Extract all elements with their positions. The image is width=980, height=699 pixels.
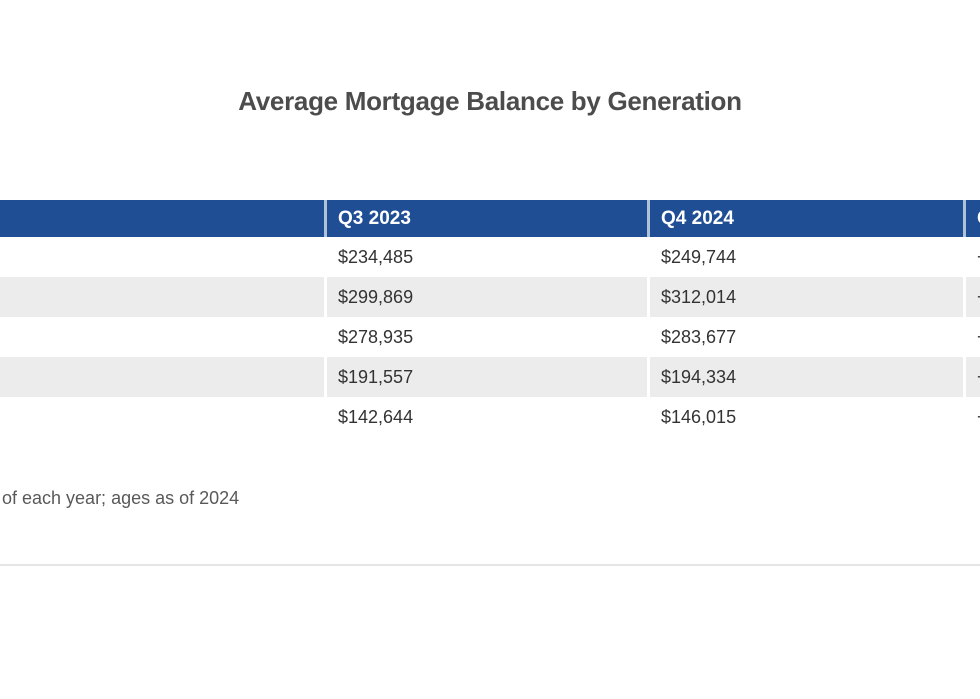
table-container: Q3 2023 Q4 2024 C $234,485 $249,744 + $2… xyxy=(0,200,980,437)
cell-generation xyxy=(0,357,324,397)
cell-generation xyxy=(0,317,324,357)
cell-q3-2023: $299,869 xyxy=(324,277,647,317)
table-body: $234,485 $249,744 + $299,869 $312,014 + … xyxy=(0,237,980,437)
column-header-change: C xyxy=(963,200,980,237)
cell-change: + xyxy=(963,317,980,357)
table-row: $234,485 $249,744 + xyxy=(0,237,980,277)
cell-q4-2024: $283,677 xyxy=(647,317,963,357)
table-footnote: of each year; ages as of 2024 xyxy=(2,488,240,508)
cell-change: + xyxy=(963,397,980,437)
table-row: $278,935 $283,677 + xyxy=(0,317,980,357)
cell-change: + xyxy=(963,277,980,317)
cell-change: + xyxy=(963,357,980,397)
mortgage-balance-table: Q3 2023 Q4 2024 C $234,485 $249,744 + $2… xyxy=(0,200,980,437)
cell-q3-2023: $278,935 xyxy=(324,317,647,357)
column-header-q4-2024: Q4 2024 xyxy=(647,200,963,237)
section-divider xyxy=(0,564,980,566)
cell-q4-2024: $146,015 xyxy=(647,397,963,437)
cell-q3-2023: $142,644 xyxy=(324,397,647,437)
table-row: $142,644 $146,015 + xyxy=(0,397,980,437)
cell-q3-2023: $191,557 xyxy=(324,357,647,397)
cell-generation xyxy=(0,397,324,437)
column-header-q3-2023: Q3 2023 xyxy=(324,200,647,237)
cell-generation xyxy=(0,237,324,277)
cell-q4-2024: $249,744 xyxy=(647,237,963,277)
table-row: $299,869 $312,014 + xyxy=(0,277,980,317)
column-header-generation xyxy=(0,200,324,237)
cell-q4-2024: $312,014 xyxy=(647,277,963,317)
table-header: Q3 2023 Q4 2024 C xyxy=(0,200,980,237)
cell-q4-2024: $194,334 xyxy=(647,357,963,397)
table-row: $191,557 $194,334 + xyxy=(0,357,980,397)
header-row: Q3 2023 Q4 2024 C xyxy=(0,200,980,237)
page-title: Average Mortgage Balance by Generation xyxy=(238,86,742,116)
cell-generation xyxy=(0,277,324,317)
cell-change: + xyxy=(963,237,980,277)
cell-q3-2023: $234,485 xyxy=(324,237,647,277)
